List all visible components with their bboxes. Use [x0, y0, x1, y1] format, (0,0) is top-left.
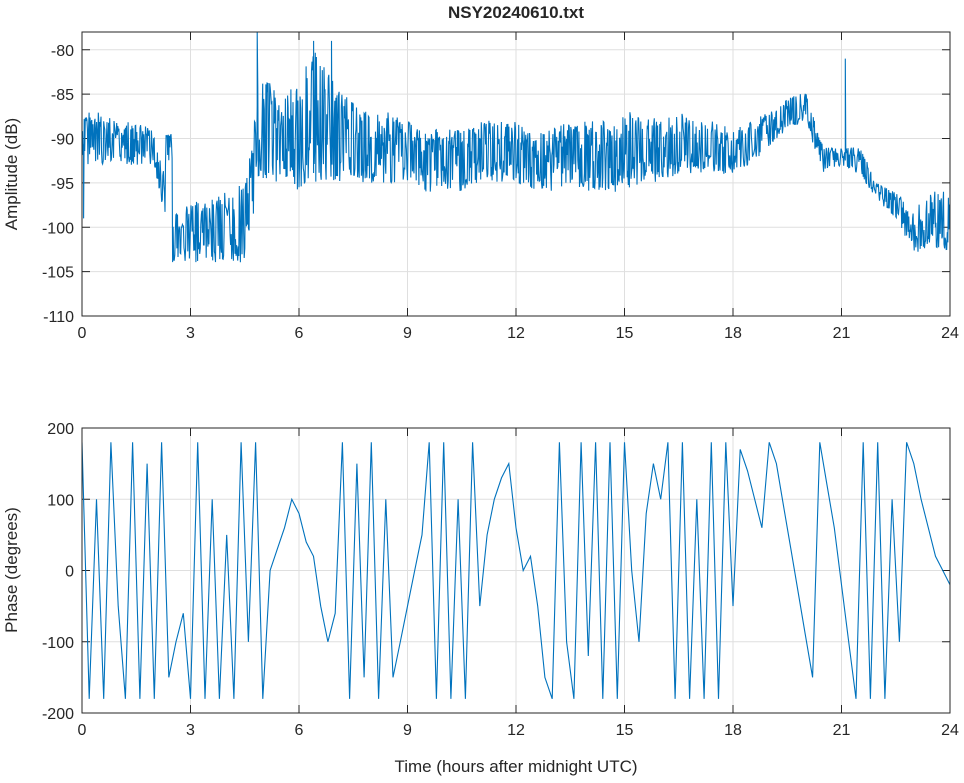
amplitude-plot: 0 3 6 9 12 15 18 21 24 -110 -105 -100 -95 -90 -85 -80: [42, 31, 959, 342]
x-tick-label: 12: [507, 722, 525, 739]
time-x-axis-label: Time (hours after midnight UTC): [394, 757, 637, 776]
y-tick-label: -200: [42, 706, 74, 723]
amplitude-y-axis-label: Amplitude (dB): [2, 118, 21, 230]
x-tick-label: 24: [941, 325, 959, 342]
x-tick-label: 24: [941, 722, 959, 739]
y-tick-label: 200: [47, 421, 74, 438]
x-tick-label: 21: [833, 325, 851, 342]
axes-box: [81, 31, 951, 317]
chart-title: NSY20240610.txt: [448, 3, 584, 22]
phase-series-line: [82, 442, 950, 699]
y-tick-label: -90: [51, 132, 74, 149]
x-tick-label: 18: [724, 325, 742, 342]
x-tick-label: 9: [403, 722, 412, 739]
x-tick-label: 6: [295, 325, 304, 342]
y-tick-label: -100: [42, 635, 74, 652]
x-tick-label: 3: [186, 722, 195, 739]
phase-y-axis-label: Phase (degrees): [2, 507, 21, 633]
y-tick-label: 100: [47, 492, 74, 509]
x-tick-label: 0: [78, 722, 87, 739]
x-tick-label: 12: [507, 325, 525, 342]
y-tick-label: -105: [42, 265, 74, 282]
y-tick-label: -95: [51, 176, 74, 193]
x-tick-label: 6: [295, 722, 304, 739]
x-tick-label: 0: [78, 325, 87, 342]
y-tick-label: -80: [51, 43, 74, 60]
x-tick-label: 15: [616, 722, 634, 739]
y-tick-label: -110: [43, 309, 74, 326]
x-tick-label: 9: [403, 325, 412, 342]
y-tick-label: -100: [42, 220, 74, 237]
x-tick-label: 3: [186, 325, 195, 342]
x-tick-label: 21: [833, 722, 851, 739]
x-tick-label: 15: [616, 325, 634, 342]
x-tick-label: 18: [724, 722, 742, 739]
phase-plot: 0 3 6 9 12 15 18 21 24 -200 -100 0 100 200: [42, 421, 959, 739]
y-tick-label: 0: [65, 564, 74, 581]
y-tick-label: -85: [51, 87, 74, 104]
axes-box: [81, 427, 951, 714]
amplitude-series-line: [82, 32, 950, 263]
